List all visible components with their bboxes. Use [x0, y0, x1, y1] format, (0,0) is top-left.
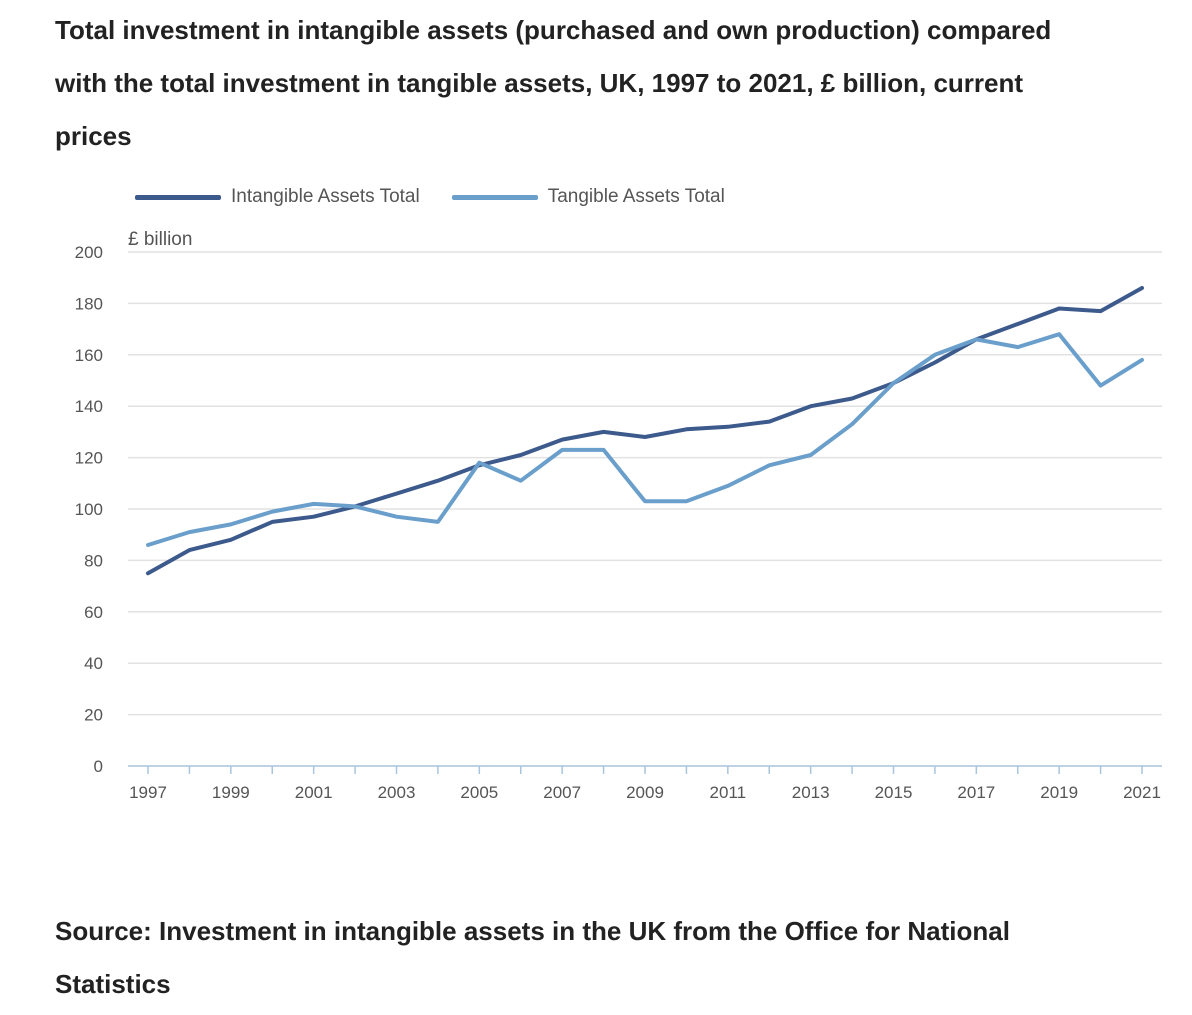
x-tick-label-2019: 2019	[1040, 783, 1078, 802]
y-tick-label-80: 80	[84, 551, 103, 570]
x-tick-label-1999: 1999	[212, 783, 250, 802]
grid-lines	[128, 251, 1162, 716]
x-tick-label-2015: 2015	[875, 783, 913, 802]
x-tick-label-2017: 2017	[957, 783, 995, 802]
legend-label-tangible: Tangible Assets Total	[547, 186, 725, 207]
y-tick-label-100: 100	[75, 500, 103, 519]
y-tick-label-160: 160	[75, 346, 103, 365]
x-tick-label-1997: 1997	[129, 783, 167, 802]
source-note: Source: Investment in intangible assets …	[55, 916, 1010, 999]
y-tick-label-200: 200	[75, 243, 103, 262]
legend-swatch-tangible	[451, 194, 538, 200]
x-tick-label-2001: 2001	[295, 783, 333, 802]
y-tick-label-60: 60	[84, 603, 103, 622]
chart-legend: Intangible Assets Total Tangible Assets …	[135, 182, 757, 212]
y-tick-label-120: 120	[75, 449, 103, 468]
x-tick-label-2003: 2003	[378, 783, 416, 802]
line-chart: £ billion 0 20 40 60 80 100 120 140 160 180 200 19…	[75, 229, 1162, 802]
chart-title: Total investment in intangible assets (p…	[55, 15, 1052, 151]
x-tick-label-2009: 2009	[626, 783, 664, 802]
y-tick-label-0: 0	[94, 757, 103, 776]
y-tick-label-40: 40	[84, 654, 103, 673]
x-axis: 1997 1999 2001 2003 2005 2007 2009 2011 2013 2015…	[128, 765, 1162, 802]
y-tick-label-180: 180	[75, 294, 103, 313]
legend-swatch-intangible	[135, 194, 221, 200]
series-line-tangible[interactable]	[146, 332, 1144, 547]
y-axis-ticks: 0 20 40 60 80 100 120 140 160 180 200	[75, 243, 103, 776]
y-axis-unit-label: £ billion	[128, 229, 192, 250]
x-tick-label-2021: 2021	[1123, 783, 1161, 802]
legend-item-intangible[interactable]: Intangible Assets Total	[135, 186, 420, 208]
series-line-intangible[interactable]	[146, 286, 1144, 576]
x-tick-label-2005: 2005	[460, 783, 498, 802]
x-tick-label-2007: 2007	[543, 783, 581, 802]
legend-item-tangible[interactable]: Tangible Assets Total	[451, 186, 725, 208]
x-tick-label-2013: 2013	[792, 783, 830, 802]
y-tick-label-20: 20	[84, 706, 103, 725]
y-tick-label-140: 140	[75, 397, 103, 416]
series-lines	[146, 286, 1144, 576]
x-tick-label-2011: 2011	[710, 783, 747, 802]
legend-label-intangible: Intangible Assets Total	[231, 186, 420, 207]
